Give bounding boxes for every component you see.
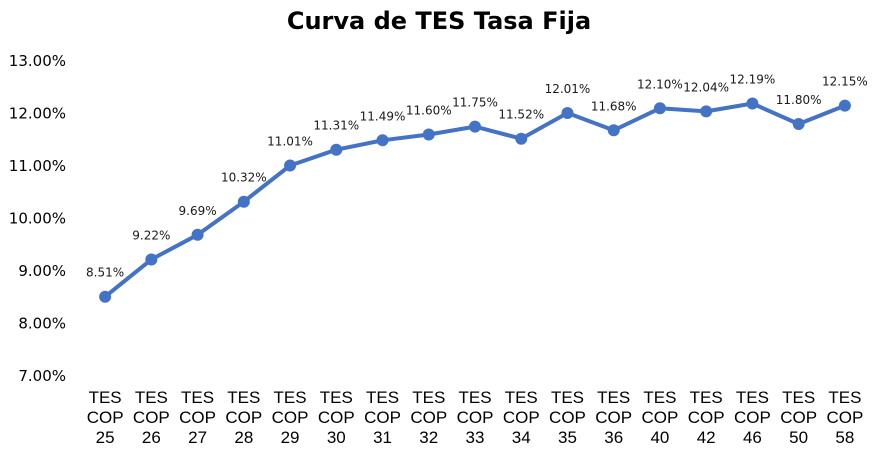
- data-point: [746, 97, 759, 110]
- data-label: 12.19%: [730, 73, 776, 87]
- y-tick-label: 8.00%: [18, 315, 66, 333]
- data-label: 11.01%: [267, 134, 313, 148]
- data-points: [99, 97, 851, 303]
- data-label: 12.04%: [683, 80, 729, 94]
- chart-title: Curva de TES Tasa Fija: [287, 7, 591, 35]
- data-point: [515, 132, 528, 145]
- x-tick-label: TES COP 26: [133, 388, 170, 447]
- data-label: 11.52%: [498, 108, 544, 122]
- data-label: 11.68%: [591, 99, 637, 113]
- data-label: 11.80%: [776, 93, 822, 107]
- data-label: 11.31%: [313, 119, 359, 133]
- x-tick-label: TES COP 32: [410, 388, 447, 447]
- x-tick-label: TES COP 34: [503, 388, 540, 447]
- x-tick-label: TES COP 46: [734, 388, 771, 447]
- x-tick-label: TES COP 30: [318, 388, 355, 447]
- y-axis: 7.00% 8.00% 9.00% 10.00% 11.00% 12.00% 13.00%: [9, 52, 66, 385]
- x-tick-label: TES COP 33: [457, 388, 494, 447]
- data-point: [653, 102, 666, 115]
- y-tick-label: 12.00%: [9, 105, 66, 123]
- data-point: [191, 228, 204, 241]
- y-tick-label: 11.00%: [9, 157, 66, 175]
- data-label: 11.60%: [406, 104, 452, 118]
- data-label: 11.75%: [452, 96, 498, 110]
- x-tick-label: TES COP 42: [688, 388, 725, 447]
- y-tick-label: 10.00%: [9, 210, 66, 228]
- data-label: 9.22%: [132, 228, 170, 242]
- data-label: 9.69%: [179, 204, 217, 218]
- data-point: [561, 106, 574, 119]
- data-labels: 8.51%9.22%9.69%10.32%11.01%11.31%11.49% 1…: [86, 73, 868, 280]
- y-tick-label: 9.00%: [18, 262, 66, 280]
- y-tick-label: 7.00%: [18, 367, 66, 385]
- x-tick-label: TES COP 40: [642, 388, 679, 447]
- x-tick-label: TES COP 28: [225, 388, 262, 447]
- data-point: [792, 118, 805, 130]
- data-point: [469, 120, 481, 133]
- data-point: [99, 290, 112, 303]
- data-label: 12.15%: [822, 75, 868, 89]
- data-point: [237, 195, 250, 208]
- data-label: 12.01%: [545, 82, 591, 96]
- x-tick-label: TES COP 25: [87, 388, 124, 447]
- x-tick-label: TES COP 50: [780, 388, 817, 447]
- data-label: 10.32%: [221, 171, 267, 185]
- data-point: [700, 105, 713, 118]
- x-tick-label: TES COP 58: [826, 388, 863, 447]
- y-tick-label: 13.00%: [9, 52, 66, 70]
- x-tick-label: TES COP 35: [549, 388, 586, 447]
- x-tick-label: TES COP 29: [272, 388, 309, 447]
- x-tick-label: TES COP 27: [179, 388, 216, 447]
- data-point: [838, 99, 851, 112]
- data-point: [330, 143, 343, 156]
- x-tick-label: TES COP 36: [595, 388, 632, 447]
- data-point: [284, 159, 297, 172]
- data-label: 11.49%: [360, 109, 406, 123]
- data-point: [422, 128, 435, 141]
- data-point: [145, 253, 158, 266]
- x-tick-label: TES COP 31: [364, 388, 401, 447]
- data-label: 8.51%: [86, 266, 124, 280]
- data-label: 12.10%: [637, 77, 683, 91]
- data-point: [376, 134, 389, 147]
- data-point: [607, 124, 620, 137]
